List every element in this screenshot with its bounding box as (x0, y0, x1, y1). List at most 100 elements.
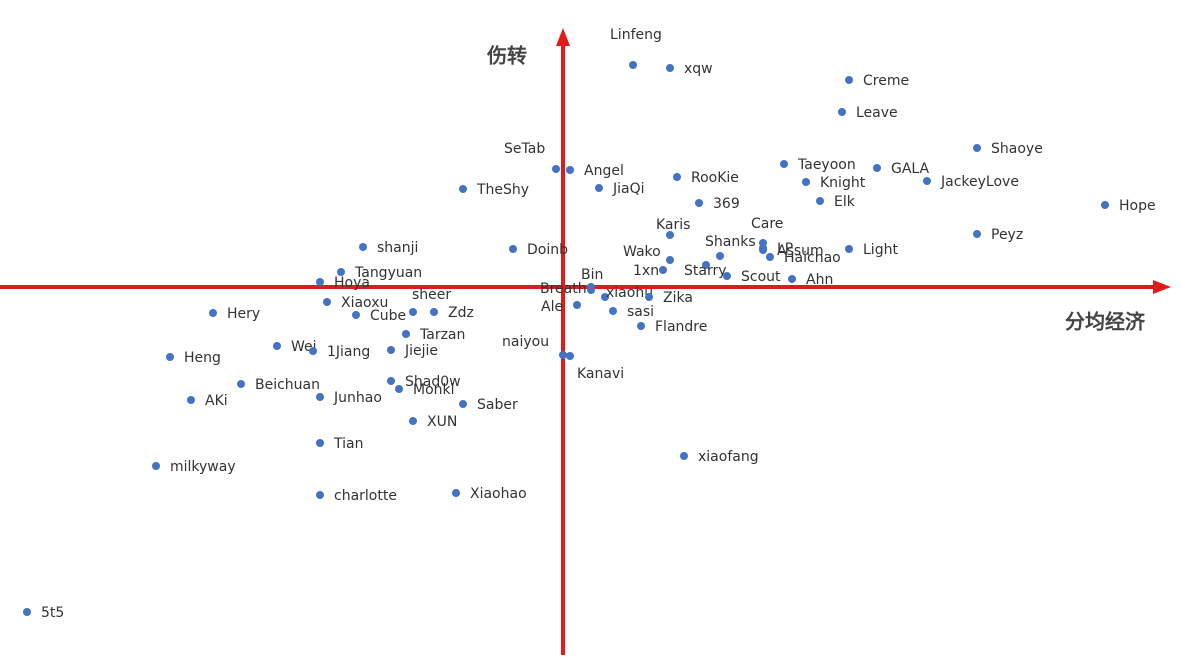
point-label: Xiaohao (470, 486, 527, 502)
point (409, 417, 417, 425)
point-label: JackeyLove (940, 174, 1019, 190)
point (802, 178, 810, 186)
point-label: Xiaoxu (341, 295, 388, 311)
point-label: Cube (370, 308, 406, 324)
point (923, 177, 931, 185)
point (352, 311, 360, 319)
point-label: Kanavi (577, 366, 624, 382)
point-label: Jiejie (404, 343, 438, 359)
point (723, 272, 731, 280)
point-label: Saber (477, 397, 518, 413)
point (645, 293, 653, 301)
point (766, 253, 774, 261)
point-label: Hery (227, 306, 260, 322)
point-label: Care (751, 216, 783, 232)
point-label: charlotte (334, 488, 397, 504)
point-label: JiaQi (612, 181, 645, 197)
point-label: xiaohu (606, 285, 653, 301)
point (566, 352, 574, 360)
point-label: TheShy (476, 182, 529, 198)
point (316, 278, 324, 286)
point (587, 286, 595, 294)
point (509, 245, 517, 253)
point-label: Creme (863, 73, 909, 89)
point-label: Hope (1119, 198, 1156, 214)
point (973, 230, 981, 238)
point (323, 298, 331, 306)
point-label: Tarzan (419, 327, 465, 343)
point-label: Elk (834, 194, 856, 210)
point-label: Monki (413, 382, 455, 398)
point (666, 256, 674, 264)
point (673, 173, 681, 181)
point (788, 275, 796, 283)
point-label: 5t5 (41, 605, 64, 621)
point-label: Angel (584, 163, 624, 179)
point (595, 184, 603, 192)
point-label: Knight (820, 175, 866, 191)
axes (0, 28, 1171, 655)
point (780, 160, 788, 168)
x-axis-arrow (1153, 280, 1171, 294)
point (666, 231, 674, 239)
x-axis-label: 分均经济 (1065, 310, 1146, 334)
point (659, 266, 667, 274)
point (387, 346, 395, 354)
point-label: 1xn (633, 263, 659, 279)
point-label: Leave (856, 105, 898, 121)
y-axis-arrow (556, 28, 570, 46)
point-label: Karis (656, 217, 690, 233)
point (716, 252, 724, 260)
point (452, 489, 460, 497)
point (559, 351, 567, 359)
point (430, 308, 438, 316)
point (459, 185, 467, 193)
point (337, 268, 345, 276)
point-label: RooKie (691, 170, 739, 186)
point (316, 393, 324, 401)
point-label: XUN (427, 414, 457, 430)
point (316, 491, 324, 499)
point-label: Scout (741, 269, 781, 285)
point-label: LP (777, 241, 793, 257)
point (1101, 201, 1109, 209)
point (838, 108, 846, 116)
point (23, 608, 31, 616)
point-label: Heng (184, 350, 221, 366)
point (359, 243, 367, 251)
point-label: Tian (333, 436, 363, 452)
point (629, 61, 637, 69)
point-label: sheer (412, 287, 451, 303)
point-label: Shaoye (991, 141, 1043, 157)
point-label: Shad0w (405, 374, 461, 390)
point-label: milkyway (170, 459, 236, 475)
point-label: 369 (713, 196, 740, 212)
point (816, 197, 824, 205)
point-label: Beichuan (255, 377, 320, 393)
point (759, 246, 767, 254)
y-axis-label: 伤转 (486, 44, 527, 68)
point-label: Ale (541, 299, 563, 315)
point (387, 377, 395, 385)
point-label: Linfeng (610, 27, 662, 43)
point-label: AKi (205, 393, 228, 409)
point-label: Ahn (806, 272, 833, 288)
point-label: Light (863, 242, 898, 258)
point (395, 385, 403, 393)
point (845, 76, 853, 84)
point-label: Wako (623, 244, 661, 260)
point (666, 64, 674, 72)
point (573, 301, 581, 309)
point (873, 164, 881, 172)
point (209, 309, 217, 317)
point-label: Shanks (705, 234, 756, 250)
point-label: Tangyuan (354, 265, 422, 281)
point (680, 452, 688, 460)
point-label: naiyou (502, 334, 549, 350)
point-label: Haichao (784, 250, 841, 266)
point-label: GALA (891, 161, 930, 177)
point (166, 353, 174, 361)
point (237, 380, 245, 388)
